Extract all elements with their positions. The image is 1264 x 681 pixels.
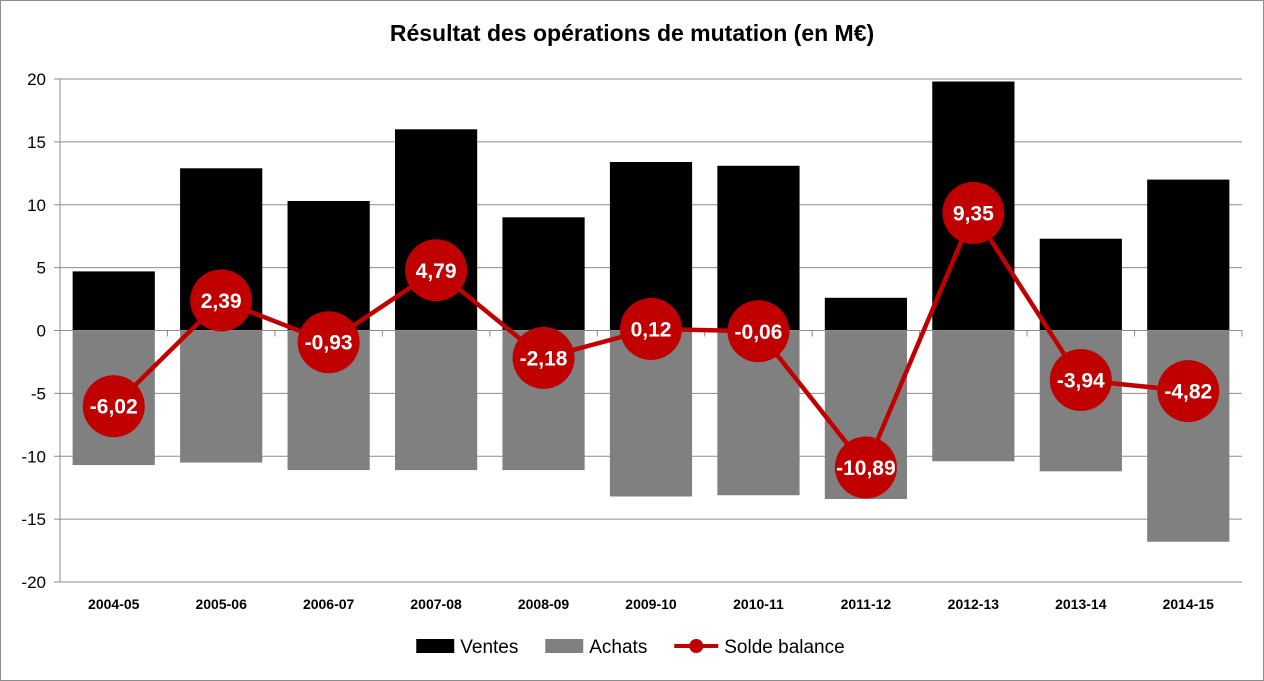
data-point-solde [1157,360,1220,423]
bar-ventes [502,217,585,331]
bar-ventes [1147,179,1230,331]
y-tick-label: 0 [37,322,46,341]
data-point-solde [942,181,1005,244]
y-tick-label: 5 [37,259,46,278]
data-point-solde [834,436,897,499]
y-tick-label: -15 [21,510,46,529]
legend-label-ventes: Ventes [460,637,518,658]
y-tick-label: 15 [27,133,46,152]
data-label-solde: -0,06 [735,321,783,344]
legend-swatch-ventes [416,639,455,653]
y-tick-label: -10 [21,447,46,466]
data-point-solde [405,239,468,302]
bar-ventes [287,200,370,331]
y-tick-label: -5 [31,384,46,403]
data-point-solde [190,269,253,332]
x-tick-label: 2009-10 [625,596,677,612]
data-point-solde [620,297,682,360]
data-label-solde: 2,39 [201,290,242,313]
data-label-solde: -4,82 [1164,381,1212,404]
bar-achats [180,330,263,463]
data-label-solde: -0,93 [305,332,353,355]
x-tick-label: 2010-11 [733,596,784,612]
y-tick-label: 20 [27,70,46,89]
bar-ventes [72,271,155,331]
legend-swatch-achats [545,639,584,653]
data-label-solde: -2,18 [520,347,568,370]
y-tick-label: 10 [27,196,46,215]
y-tick-label: -20 [21,573,46,592]
bar-ventes [1039,238,1122,331]
data-point-solde [82,375,145,438]
legend-label-solde-balance: Solde balance [724,637,844,658]
data-label-solde: -10,89 [836,457,896,480]
legend-marker-solde-balance [689,639,704,653]
bar-achats [394,330,478,471]
x-tick-label: 2012-13 [948,596,1000,612]
data-point-solde [512,326,575,389]
bar-ventes [824,297,908,331]
data-point-solde [297,311,360,374]
x-tick-label: 2005-06 [195,596,247,612]
data-label-solde: -6,02 [90,396,138,419]
legend-label-achats: Achats [589,637,647,658]
data-label-solde: 4,79 [416,260,457,283]
chart-title: Résultat des opérations de mutation (en … [389,20,875,46]
data-label-solde: -3,94 [1057,370,1105,393]
data-label-solde: 0,12 [631,318,672,341]
x-tick-label: 2004-05 [88,596,140,612]
data-label-solde: 9,35 [953,202,994,225]
data-point-solde [727,300,790,363]
x-tick-label: 2006-07 [303,596,355,612]
x-tick-label: 2008-09 [518,596,570,612]
x-tick-label: 2007-08 [410,596,462,612]
bar-achats [932,330,1015,462]
x-tick-label: 2011-12 [841,596,892,612]
x-tick-label: 2014-15 [1163,596,1215,612]
x-tick-label: 2013-14 [1055,596,1107,612]
data-point-solde [1049,349,1112,412]
